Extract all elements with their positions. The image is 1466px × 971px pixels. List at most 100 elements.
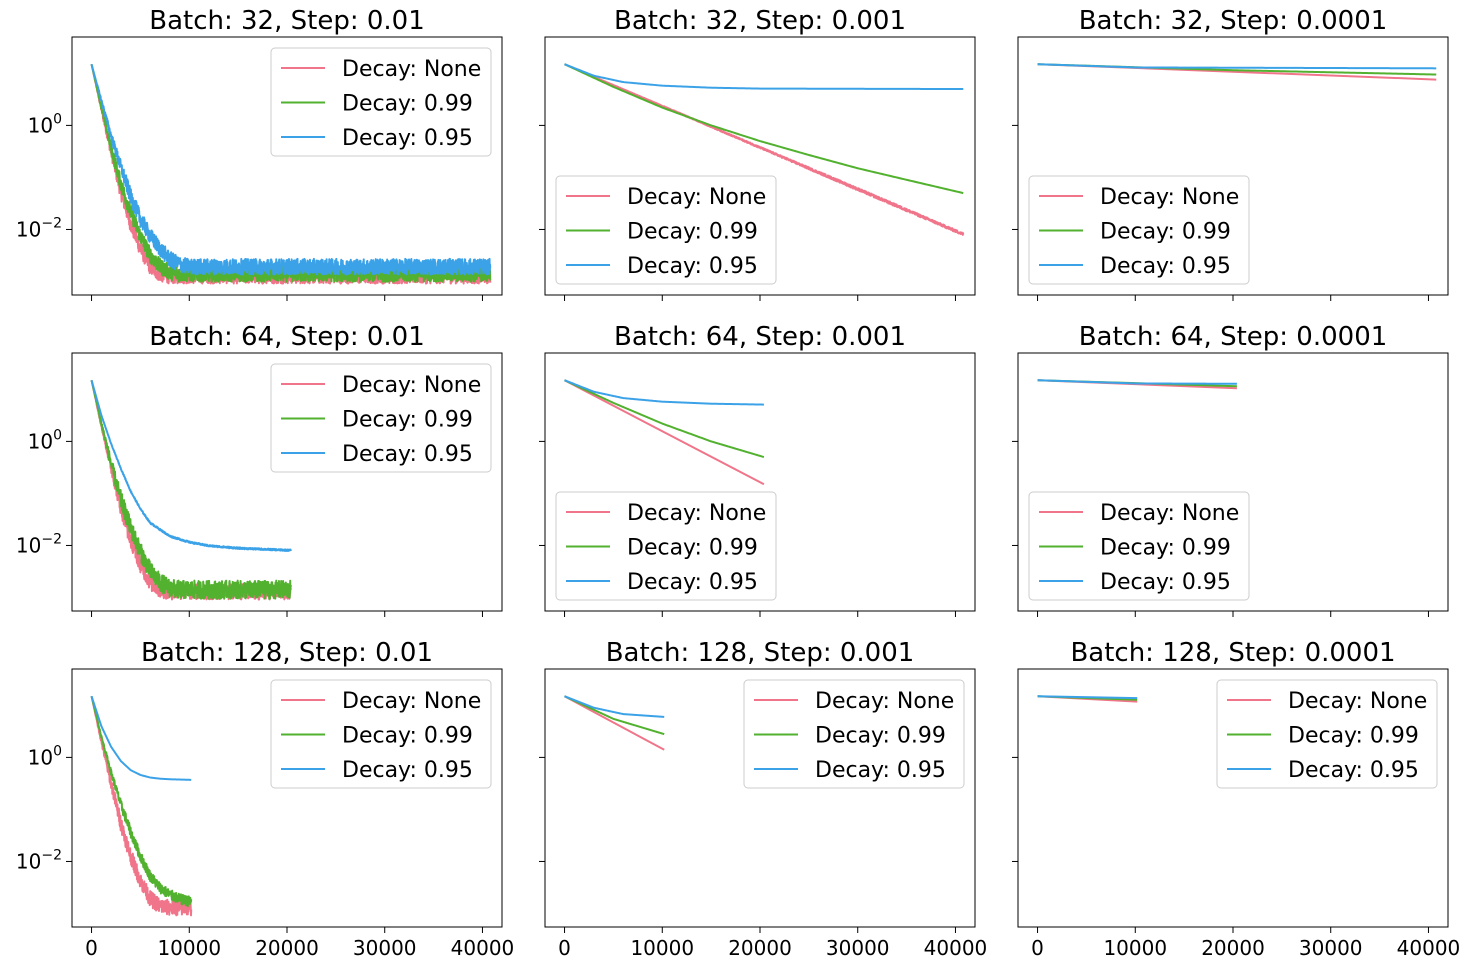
x-tick-label: 30000 — [826, 936, 890, 960]
x-tick-label: 30000 — [1299, 936, 1363, 960]
x-tick-label: 10000 — [630, 936, 694, 960]
x-tick-label: 40000 — [1397, 936, 1461, 960]
legend-label: Decay: None — [627, 185, 766, 210]
legend: Decay: None Decay: 0.99 Decay: 0.95 — [1028, 175, 1250, 285]
series-line — [1037, 379, 1237, 385]
subplot-title: Batch: 128, Step: 0.01 — [141, 638, 433, 668]
series-line — [1037, 695, 1138, 700]
subplot-title: Batch: 32, Step: 0.001 — [614, 6, 906, 36]
series-line — [90, 695, 192, 781]
series-line — [563, 63, 965, 236]
subplot: Batch: 128, Step: 0.001 0 10000 20000 30000 4… — [539, 638, 987, 960]
legend-label: Decay: 0.95 — [1288, 758, 1419, 783]
series-line — [564, 379, 765, 486]
x-tick-label: 20000 — [255, 936, 319, 960]
legend-label: Decay: 0.99 — [342, 92, 473, 117]
x-tick-label: 0 — [558, 936, 571, 960]
x-tick-label: 20000 — [728, 936, 792, 960]
series-line — [564, 379, 765, 459]
legend-box — [1028, 175, 1250, 285]
subplot-title: Batch: 128, Step: 0.001 — [606, 638, 915, 668]
x-tick-label: 40000 — [924, 936, 988, 960]
legend: Decay: None Decay: 0.99 Decay: 0.95 — [270, 679, 492, 789]
legend-label: Decay: 0.95 — [627, 570, 758, 595]
y-tick-label: 100 — [28, 743, 62, 769]
x-tick-label: 0 — [1031, 936, 1044, 960]
legend-box — [270, 679, 492, 789]
x-tick-label: 20000 — [1201, 936, 1265, 960]
x-tick-label: 0 — [85, 936, 98, 960]
legend-label: Decay: None — [627, 501, 766, 526]
subplot-title: Batch: 128, Step: 0.0001 — [1070, 638, 1395, 668]
legend: Decay: None Decay: 0.99 Decay: 0.95 — [1216, 679, 1438, 789]
x-tick-label: 30000 — [353, 936, 417, 960]
legend-box — [555, 175, 777, 285]
subplot-title: Batch: 64, Step: 0.0001 — [1079, 322, 1388, 352]
x-tick-label: 40000 — [451, 936, 515, 960]
legend-box — [270, 47, 492, 157]
legend: Decay: None Decay: 0.99 Decay: 0.95 — [1028, 491, 1250, 601]
x-tick-label: 10000 — [157, 936, 221, 960]
legend-label: Decay: 0.99 — [1100, 220, 1231, 245]
series-line — [564, 63, 964, 195]
legend-label: Decay: None — [342, 689, 481, 714]
series-line — [564, 379, 764, 406]
series-line — [90, 63, 492, 283]
legend-label: Decay: 0.95 — [815, 758, 946, 783]
series-line — [90, 695, 193, 908]
subplot-title: Batch: 32, Step: 0.01 — [149, 6, 425, 36]
x-tick-label: 10000 — [1103, 936, 1167, 960]
legend-box — [555, 491, 777, 601]
series-line — [90, 63, 492, 276]
subplot: Batch: 128, Step: 0.01 0 10000 20000 30000 40… — [16, 638, 514, 960]
legend-label: Decay: None — [1288, 689, 1427, 714]
legend-label: Decay: 0.95 — [342, 126, 473, 151]
legend-label: Decay: 0.95 — [1100, 570, 1231, 595]
legend-label: Decay: None — [342, 57, 481, 82]
legend-label: Decay: None — [815, 689, 954, 714]
legend: Decay: None Decay: 0.99 Decay: 0.95 — [555, 491, 777, 601]
legend: Decay: None Decay: 0.99 Decay: 0.95 — [555, 175, 777, 285]
legend-box — [743, 679, 965, 789]
y-tick-label: 10−2 — [16, 215, 62, 241]
subplot: Batch: 128, Step: 0.0001 0 10000 20000 30000… — [1012, 638, 1460, 960]
legend-label: Decay: 0.99 — [342, 408, 473, 433]
series-line — [564, 63, 964, 91]
legend-box — [1216, 679, 1438, 789]
subplot-title: Batch: 64, Step: 0.001 — [614, 322, 906, 352]
y-tick-label: 10−2 — [16, 847, 62, 873]
subplot-title: Batch: 32, Step: 0.0001 — [1079, 6, 1388, 36]
series-line — [90, 696, 193, 917]
legend-label: Decay: 0.99 — [342, 724, 473, 749]
subplot-title: Batch: 64, Step: 0.01 — [149, 322, 425, 352]
legend-label: Decay: 0.95 — [342, 442, 473, 467]
legend-label: Decay: 0.99 — [815, 724, 946, 749]
series-line — [564, 695, 665, 751]
legend-label: Decay: 0.95 — [1100, 254, 1231, 279]
legend-label: Decay: 0.99 — [1100, 536, 1231, 561]
legend-box — [1028, 491, 1250, 601]
series-line — [564, 695, 665, 718]
legend: Decay: None Decay: 0.99 Decay: 0.95 — [270, 47, 492, 157]
legend-label: Decay: 0.99 — [1288, 724, 1419, 749]
legend-label: Decay: None — [1100, 185, 1239, 210]
legend-label: Decay: 0.95 — [342, 758, 473, 783]
y-tick-label: 10−2 — [16, 531, 62, 557]
series-line — [90, 379, 292, 552]
series-line — [564, 695, 665, 736]
legend-label: Decay: 0.99 — [627, 220, 758, 245]
legend-label: Decay: 0.95 — [627, 254, 758, 279]
legend-label: Decay: None — [1100, 501, 1239, 526]
legend: Decay: None Decay: 0.99 Decay: 0.95 — [743, 679, 965, 789]
y-tick-label: 100 — [28, 111, 62, 137]
legend-label: Decay: None — [342, 373, 481, 398]
legend: Decay: None Decay: 0.99 Decay: 0.95 — [270, 363, 492, 473]
series-line — [1037, 63, 1437, 70]
